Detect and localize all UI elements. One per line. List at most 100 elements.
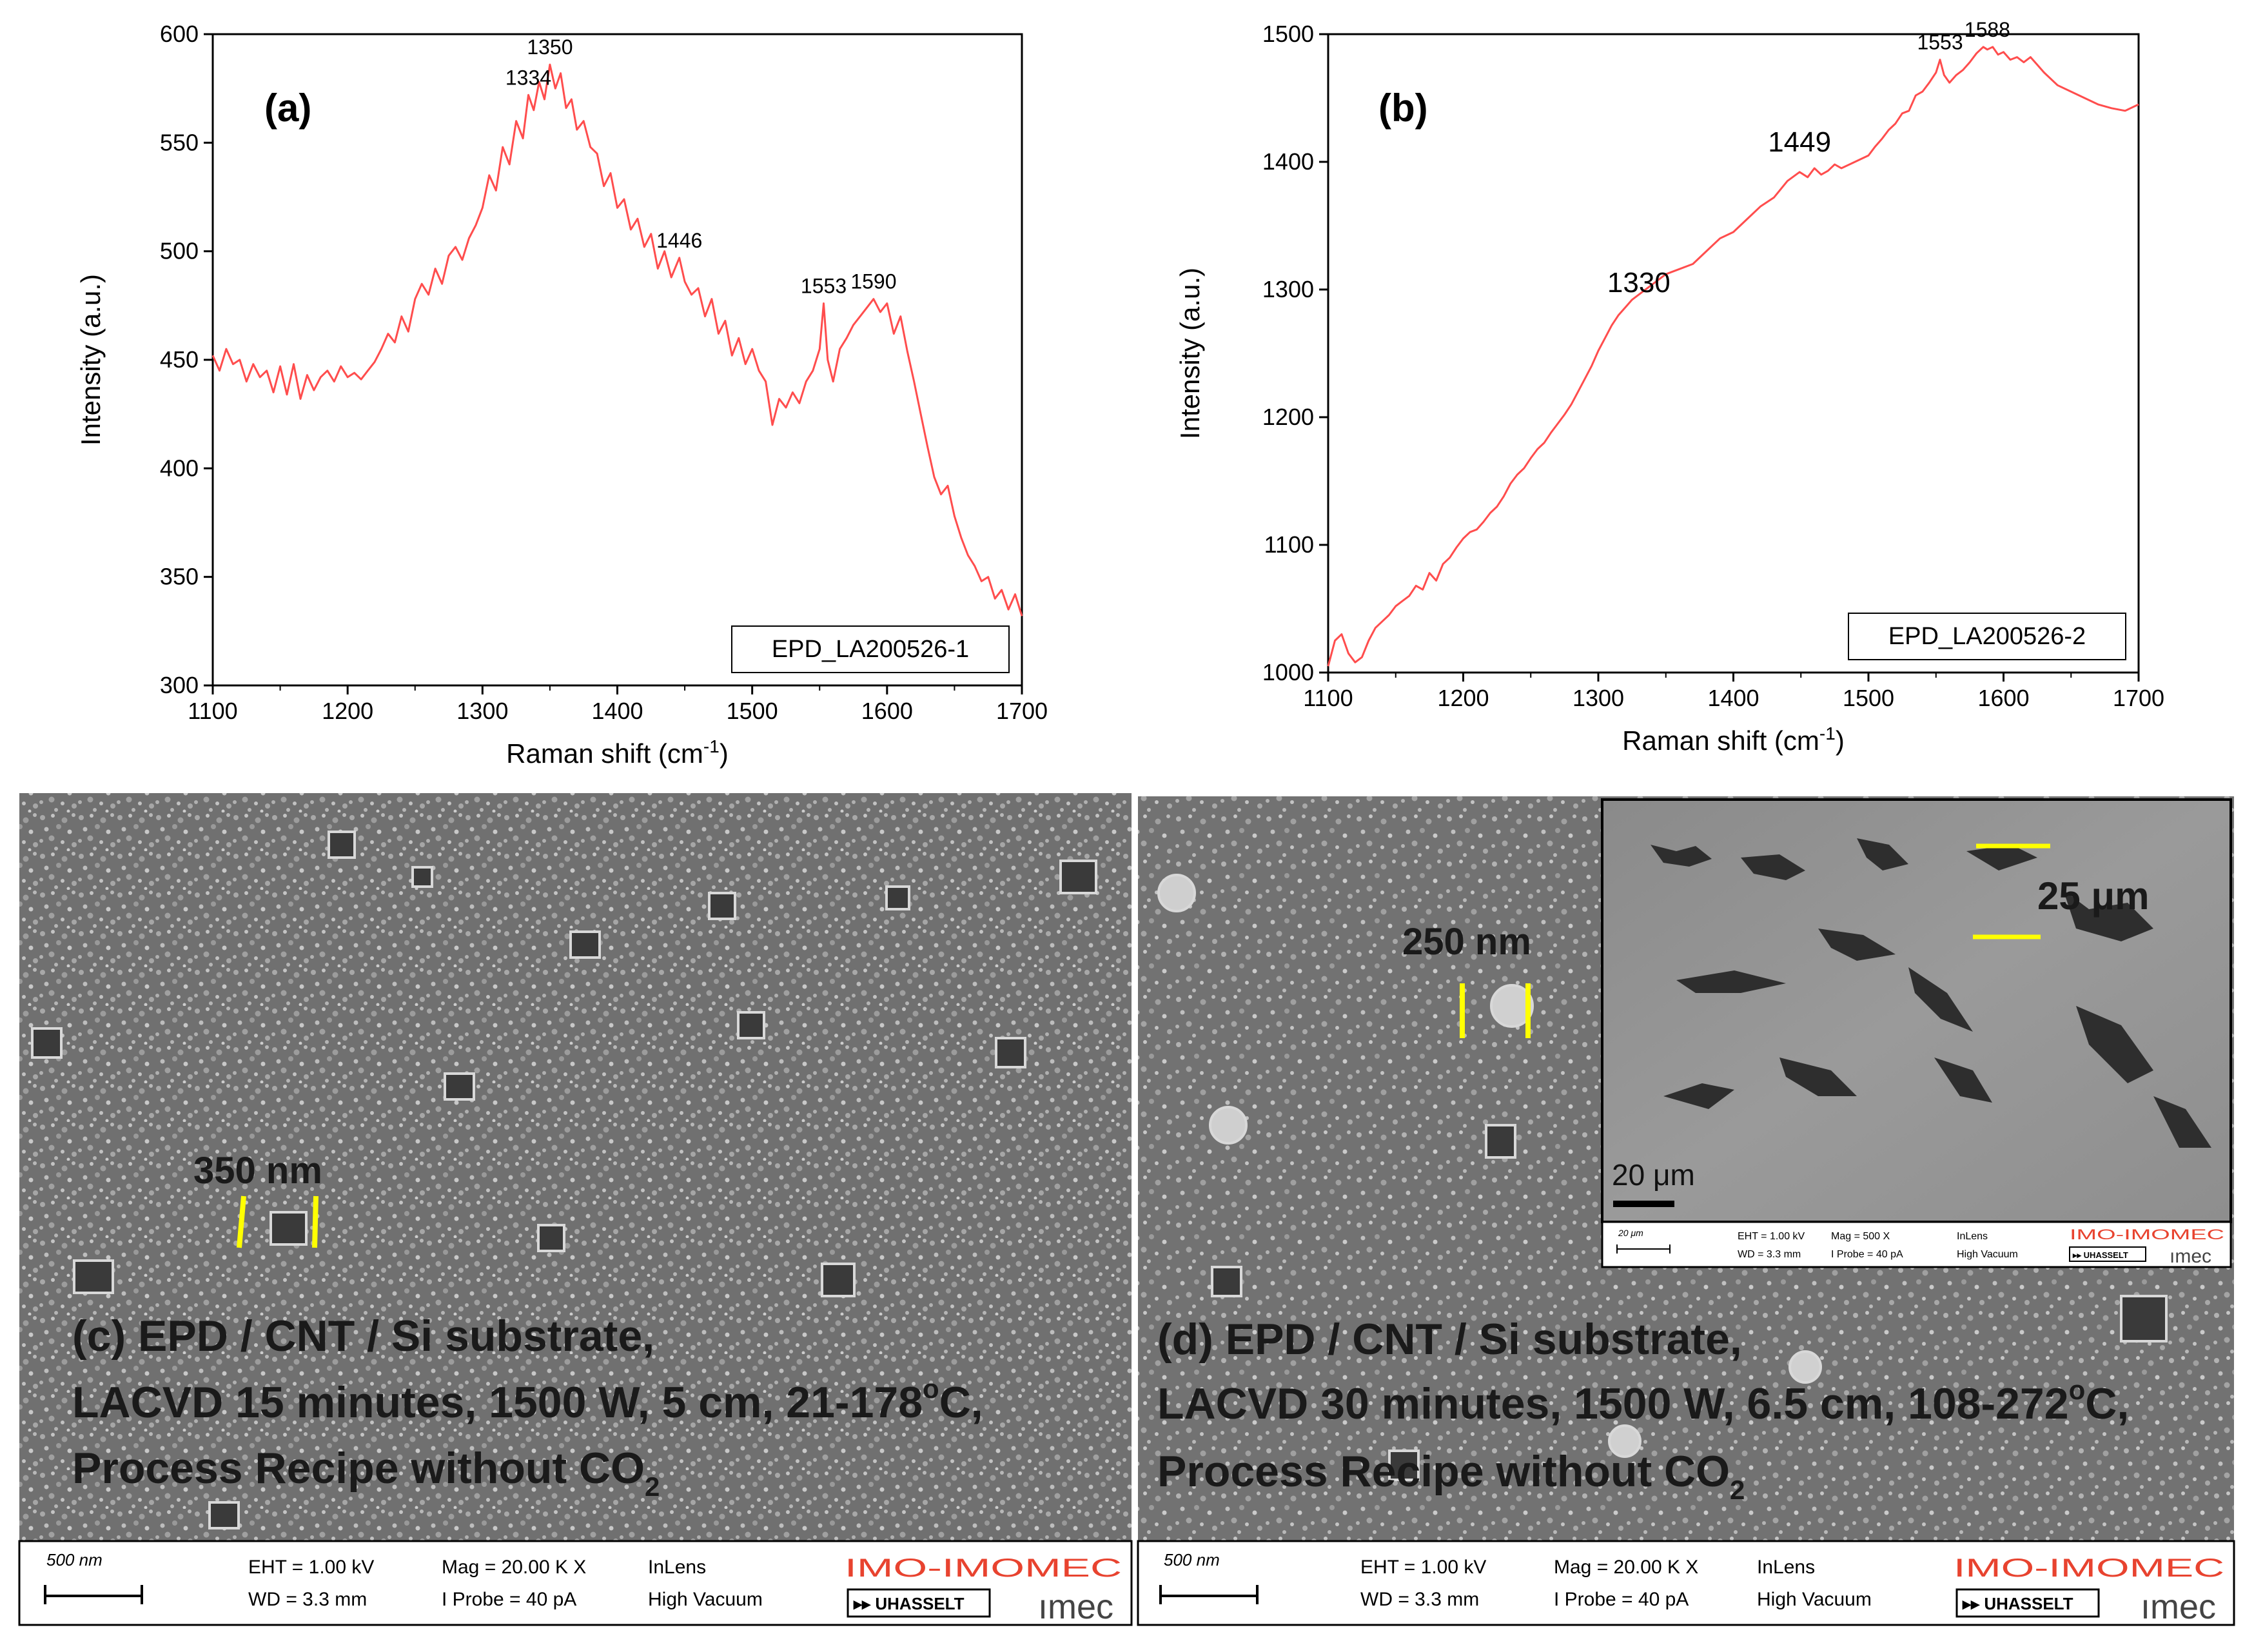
- sem-d-infobar: [1137, 1540, 2235, 1626]
- x-tick-label: 1100: [1303, 685, 1353, 711]
- eht-c: EHT = 1.00 kV: [248, 1557, 374, 1578]
- inset-logo-uhasselt: ▸▸ UHASSELT: [2072, 1250, 2128, 1260]
- caption-d-line3: Process Recipe without CO2: [1157, 1447, 1745, 1505]
- scale-bar-c: [44, 1585, 143, 1604]
- wd-d: WD = 3.3 mm: [1360, 1589, 1479, 1610]
- inset-scale-bar: [1613, 1201, 1674, 1207]
- x-tick-label: 1300: [1573, 685, 1624, 711]
- x-tick-label: 1700: [2113, 685, 2164, 711]
- y-tick-label: 1000: [1262, 659, 1314, 685]
- sem-c-particles: [31, 831, 1097, 1529]
- measure-label-c: 350 nm: [193, 1150, 322, 1192]
- peak-label: 1590: [850, 270, 896, 293]
- series-line: [211, 63, 1023, 616]
- peak-label: 1553: [1917, 31, 1963, 54]
- x-tick-label: 1300: [456, 698, 508, 724]
- inset-wd: WD = 3.3 mm: [1738, 1249, 1801, 1260]
- y-tick-label: 300: [160, 672, 199, 698]
- raman-chart-b: 1100 1200 1300 1400 1500 1600 1700100011001200…: [1175, 18, 2164, 756]
- inset-eht: EHT = 1.00 kV: [1738, 1231, 1805, 1242]
- logo-imo-d: IMO-IMOMEC: [1954, 1554, 2224, 1582]
- peak-label: 1330: [1607, 267, 1671, 299]
- panel-label: (a): [264, 86, 311, 130]
- inset-scale-bar-small: [1616, 1244, 1671, 1254]
- legend-label: EPD_LA200526-1: [772, 636, 969, 663]
- logo-imec-d: ımec: [2141, 1588, 2216, 1626]
- scale-text-d: 500 nm: [1164, 1550, 1220, 1569]
- y-tick-label: 1400: [1262, 148, 1314, 175]
- inset-detector: InLens: [1957, 1231, 1988, 1242]
- x-tick-label: 1400: [1707, 685, 1759, 711]
- y-axis-label: Intensity (a.u.): [75, 274, 106, 446]
- inset-debris: [1651, 838, 2211, 1148]
- logo-uhasselt-box-c: [847, 1588, 991, 1618]
- logo-imec-c: ımec: [1038, 1588, 1113, 1626]
- mag-d: Mag = 20.00 K X: [1554, 1557, 1698, 1578]
- y-tick-label: 450: [160, 346, 199, 373]
- detector-d: InLens: [1757, 1557, 1815, 1578]
- y-tick-label: 550: [160, 129, 199, 155]
- panel-label: (b): [1378, 86, 1428, 130]
- y-axis-label: Intensity (a.u.): [1175, 268, 1205, 439]
- inset-logo-imec: ımec: [2170, 1246, 2211, 1267]
- eht-d: EHT = 1.00 kV: [1360, 1557, 1486, 1578]
- x-tick-label: 1600: [861, 698, 913, 724]
- peak-label: 1588: [1965, 18, 2010, 41]
- logo-imo-c: IMO-IMOMEC: [845, 1554, 1122, 1582]
- wd-c: WD = 3.3 mm: [248, 1589, 367, 1610]
- raman-chart-a: 1100 1200 1300 1400 1500 1600 1700 300 350 400 450…: [75, 21, 1048, 769]
- plot-frame: [1327, 33, 2140, 674]
- legend-box: [731, 625, 1010, 673]
- caption-d-line1: (d) EPD / CNT / Si substrate,: [1157, 1315, 1742, 1364]
- series-line: [1327, 46, 2139, 667]
- x-tick-label: 1200: [1437, 685, 1489, 711]
- sem-image-c: 350 nm (c) EPD / CNT / Si substrate, LAC…: [18, 793, 1133, 1626]
- y-tick-label: 1300: [1262, 276, 1314, 302]
- measure-bar-left: [237, 1195, 246, 1248]
- y-tick-label: 1200: [1262, 404, 1314, 430]
- caption-c-line3: Process Recipe without CO2: [72, 1444, 660, 1502]
- inset-probe: I Probe = 40 pA: [1831, 1249, 1903, 1260]
- logo-uhasselt-box-d: [1955, 1588, 2100, 1618]
- sem-c-background: [19, 793, 1132, 1541]
- x-axis-label: Raman shift (cm-1): [506, 736, 729, 769]
- inset-vacuum: High Vacuum: [1957, 1249, 2018, 1260]
- measure-bar-right: [312, 1195, 318, 1248]
- vacuum-c: High Vacuum: [648, 1589, 763, 1610]
- sem-d-particles: [1157, 874, 2168, 1481]
- x-tick-label: 1100: [188, 698, 237, 724]
- x-tick-label: 1400: [591, 698, 643, 724]
- detector-c: InLens: [648, 1557, 706, 1578]
- caption-c-line1: (c) EPD / CNT / Si substrate,: [72, 1312, 654, 1361]
- vacuum-d: High Vacuum: [1757, 1589, 1872, 1610]
- x-tick-label: 1700: [996, 698, 1048, 724]
- inset-background: [1601, 798, 2232, 1223]
- y-tick-label: 600: [160, 21, 199, 47]
- caption-d-line2: LACVD 30 minutes, 1500 W, 6.5 cm, 108-27…: [1157, 1375, 2129, 1428]
- peak-label: 1553: [801, 274, 847, 297]
- sem-d-inset: 25 μm 20 μm 20 μm EHT = 1.00 kV WD = 3.3…: [1601, 798, 2232, 1268]
- x-tick-label: 1500: [727, 698, 778, 724]
- sem-image-d: 250 nm (d) EPD / CNT / Si substrate, LAC…: [1137, 796, 2235, 1626]
- scale-bar-d: [1159, 1585, 1259, 1604]
- x-axis-label: Raman shift (cm-1): [1622, 723, 1845, 756]
- plot-frame: [211, 33, 1023, 687]
- measure-label-d: 250 nm: [1402, 921, 1531, 963]
- y-tick-label: 350: [160, 564, 199, 590]
- inset-scale-label: 20 μm: [1612, 1158, 1695, 1192]
- logo-uhasselt-d: ▸▸ UHASSELT: [1962, 1594, 2073, 1613]
- inset-uhasselt-box: [2069, 1246, 2146, 1262]
- inset-measure-label: 25 μm: [2037, 874, 2149, 918]
- peak-label: 1334: [505, 66, 551, 89]
- x-tick-label: 1200: [322, 698, 373, 724]
- mag-c: Mag = 20.00 K X: [442, 1557, 586, 1578]
- legend-box: [1848, 613, 2126, 660]
- logo-uhasselt-c: ▸▸ UHASSELT: [853, 1594, 965, 1613]
- x-tick-label: 1500: [1843, 685, 1894, 711]
- peak-label: 1449: [1768, 126, 1831, 158]
- peak-label: 1350: [527, 35, 573, 59]
- caption-c-line2: LACVD 15 minutes, 1500 W, 5 cm, 21-178oC…: [72, 1373, 983, 1427]
- y-tick-label: 400: [160, 455, 199, 481]
- inset-logo-imo: IMO-IMOMEC: [2070, 1226, 2224, 1243]
